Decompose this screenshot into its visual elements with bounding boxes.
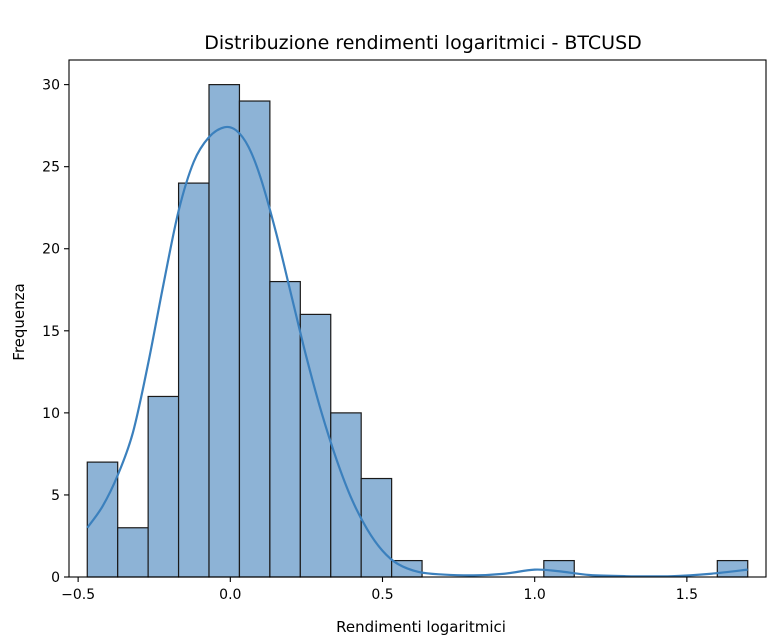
histogram-bar-5 [238,100,271,578]
kde-curve [86,125,748,578]
histogram-bar-7 [299,313,332,578]
y-tick-label-3: 15 [42,324,60,340]
y-tick-label-0: 0 [51,570,60,586]
x-axis-label: Rendimenti logaritmici [336,618,506,636]
y-tick-label-4: 20 [42,242,60,258]
y-tick-label-2: 10 [42,406,60,422]
y-axis-label: Frequenza [10,283,28,360]
histogram-bar-8 [330,412,362,578]
bars-group [86,84,749,578]
plot-frame [68,59,767,578]
x-tick-label-1: 0.0 [219,587,241,603]
y-tick-label-6: 30 [42,78,60,94]
x-tick-label-4: 1.5 [676,587,698,603]
x-axis-ticks: −0.5 0.0 0.5 1.0 1.5 [61,577,698,603]
y-tick-label-5: 25 [42,160,60,176]
histogram-bar-11 [543,559,575,578]
histogram-bar-12 [716,559,749,578]
y-axis-ticks: 0 5 10 15 20 25 30 [42,78,69,586]
histogram-bar-4 [208,84,241,578]
histogram-bar-6 [269,280,301,578]
x-tick-label-0: −0.5 [61,587,95,603]
histogram-bar-2 [147,395,180,578]
histogram-bar-1 [117,527,149,578]
x-tick-label-2: 0.5 [371,587,393,603]
histogram-bar-3 [177,182,210,578]
chart-title: Distribuzione rendimenti logaritmici - B… [204,32,642,54]
y-tick-label-1: 5 [51,488,60,504]
x-tick-label-3: 1.0 [524,587,546,603]
histogram-bar-0 [86,461,119,578]
